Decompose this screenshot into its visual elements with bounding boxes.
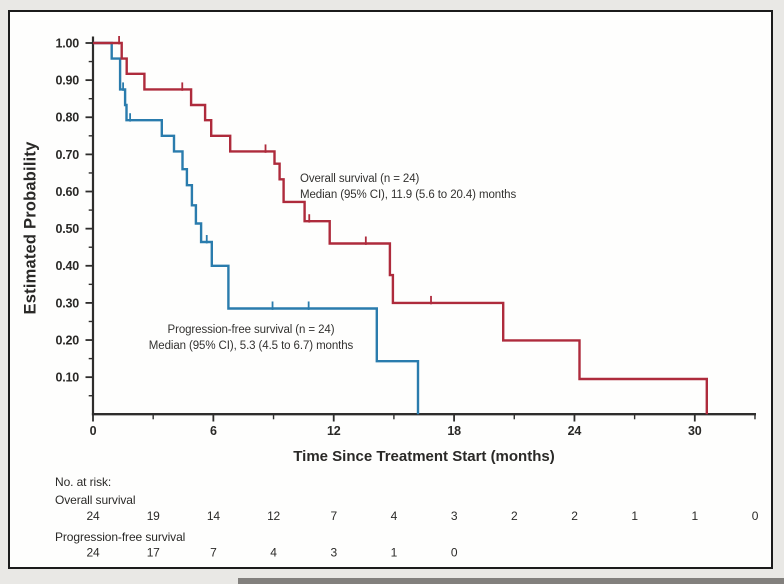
svg-text:0.90: 0.90 bbox=[55, 74, 79, 88]
svg-text:0.60: 0.60 bbox=[55, 185, 79, 199]
svg-text:0: 0 bbox=[752, 509, 759, 523]
svg-text:4: 4 bbox=[270, 546, 277, 560]
svg-text:24: 24 bbox=[87, 509, 100, 523]
axis-tick-labels: 1.00 0.90 0.80 0.70 0.60 0.50 0.40 0.30 0.20 0.10… bbox=[55, 36, 702, 438]
svg-text:24: 24 bbox=[87, 546, 100, 560]
os-censor-marks bbox=[118, 36, 432, 305]
pfs-censor-marks bbox=[122, 82, 310, 310]
os-annotation-line1: Overall survival (n = 24) bbox=[300, 173, 420, 185]
svg-text:1: 1 bbox=[692, 509, 699, 523]
svg-text:0.20: 0.20 bbox=[55, 333, 79, 347]
pfs-step-path bbox=[93, 41, 420, 415]
svg-text:6: 6 bbox=[210, 424, 217, 438]
svg-text:12: 12 bbox=[327, 424, 341, 438]
svg-text:2: 2 bbox=[571, 509, 578, 523]
x-axis-title: Time Since Treatment Start (months) bbox=[293, 448, 555, 465]
risk-table-header: No. at risk: bbox=[55, 475, 112, 489]
svg-text:3: 3 bbox=[330, 546, 337, 560]
window-edge-bar bbox=[238, 578, 784, 584]
pfs-annotation-line1: Progression-free survival (n = 24) bbox=[167, 324, 335, 336]
svg-text:0.80: 0.80 bbox=[55, 111, 79, 125]
svg-text:0.50: 0.50 bbox=[55, 222, 79, 236]
svg-text:0: 0 bbox=[90, 424, 97, 438]
svg-text:2: 2 bbox=[511, 509, 518, 523]
svg-text:30: 30 bbox=[688, 424, 702, 438]
os-annotation-line2: Median (95% CI), 11.9 (5.6 to 20.4) mont… bbox=[300, 189, 517, 201]
svg-text:0.10: 0.10 bbox=[55, 371, 79, 385]
svg-text:3: 3 bbox=[451, 509, 458, 523]
svg-text:7: 7 bbox=[210, 546, 217, 560]
y-axis-title: Estimated Probability bbox=[21, 141, 40, 315]
svg-text:1.00: 1.00 bbox=[55, 36, 79, 50]
risk-row-label-progression-free-survival: Progression-free survival bbox=[55, 530, 186, 544]
svg-text:0.30: 0.30 bbox=[55, 296, 79, 310]
os-survival-curve bbox=[93, 41, 708, 415]
svg-text:18: 18 bbox=[447, 424, 461, 438]
svg-text:4: 4 bbox=[391, 509, 398, 523]
pfs-annotation: Progression-free survival (n = 24) Media… bbox=[149, 322, 353, 354]
risk-row-label-overall-survival: Overall survival bbox=[55, 493, 136, 507]
svg-text:1: 1 bbox=[631, 509, 638, 523]
pfs-survival-curve bbox=[93, 41, 420, 415]
risk-table-numbers: 24 19 14 12 7 4 3 2 2 1 1 0 24 17 7 4 3 1 0 bbox=[87, 509, 759, 560]
axes bbox=[91, 36, 756, 416]
svg-text:7: 7 bbox=[330, 509, 337, 523]
svg-text:14: 14 bbox=[207, 509, 220, 523]
svg-text:12: 12 bbox=[267, 509, 280, 523]
figure-panel bbox=[8, 10, 773, 569]
svg-text:17: 17 bbox=[147, 546, 160, 560]
svg-text:0.70: 0.70 bbox=[55, 148, 79, 162]
os-step-path bbox=[93, 41, 708, 415]
svg-text:0: 0 bbox=[451, 546, 458, 560]
os-annotation: Overall survival (n = 24) Median (95% CI… bbox=[300, 171, 516, 203]
svg-text:0.40: 0.40 bbox=[55, 259, 79, 273]
svg-text:24: 24 bbox=[568, 424, 582, 438]
pfs-annotation-line2: Median (95% CI), 5.3 (4.5 to 6.7) months bbox=[148, 340, 354, 352]
axis-ticks bbox=[85, 42, 756, 422]
svg-text:1: 1 bbox=[391, 546, 398, 560]
svg-text:19: 19 bbox=[147, 509, 160, 523]
